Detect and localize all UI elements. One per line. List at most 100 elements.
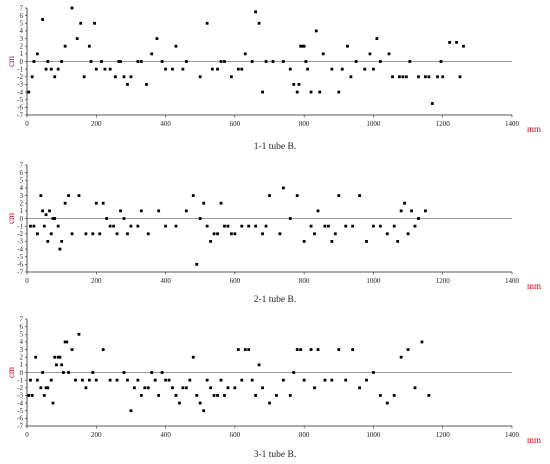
data-point xyxy=(417,75,420,79)
data-point xyxy=(378,60,382,63)
data-point xyxy=(129,75,133,79)
y-tick-label: -5 xyxy=(17,407,23,415)
data-point xyxy=(150,52,154,56)
x-tick-label: 1400 xyxy=(505,277,520,285)
data-point xyxy=(58,247,62,251)
data-point xyxy=(143,386,147,390)
data-point xyxy=(427,75,431,79)
x-tick-label: 0 xyxy=(25,431,29,439)
x-tick-label: 1000 xyxy=(366,431,381,439)
data-point xyxy=(281,60,285,63)
data-point xyxy=(191,194,195,197)
x-axis-label: mm xyxy=(527,281,541,291)
y-tick-label: -5 xyxy=(17,253,23,261)
data-point xyxy=(87,44,91,48)
x-tick-label: 600 xyxy=(230,277,241,285)
data-point xyxy=(49,378,53,382)
data-point xyxy=(30,75,34,79)
data-point xyxy=(46,60,50,63)
data-point xyxy=(288,67,292,71)
data-point xyxy=(42,224,46,228)
x-tick-label: 800 xyxy=(299,277,310,285)
data-point xyxy=(155,37,159,40)
y-tick-label: 5 xyxy=(20,177,24,185)
x-axis-label: mm xyxy=(527,435,541,445)
data-point xyxy=(250,378,254,382)
data-point xyxy=(139,60,143,63)
data-point xyxy=(281,186,285,190)
y-tick-label: -1 xyxy=(17,222,23,230)
data-point xyxy=(195,394,199,397)
data-point xyxy=(184,60,188,63)
data-point xyxy=(60,240,64,243)
data-point xyxy=(349,75,353,79)
data-point xyxy=(87,378,91,382)
data-point xyxy=(288,217,292,220)
data-point xyxy=(254,224,258,228)
data-point xyxy=(98,232,102,236)
data-point xyxy=(257,21,261,25)
data-point xyxy=(337,194,341,197)
data-point xyxy=(306,67,310,71)
data-point xyxy=(35,378,39,382)
x-tick-label: 800 xyxy=(299,431,310,439)
y-tick-label: 6 xyxy=(20,323,24,331)
data-point xyxy=(233,386,237,390)
data-point xyxy=(53,217,57,220)
data-point xyxy=(346,44,349,48)
data-point xyxy=(219,60,223,63)
data-point xyxy=(250,60,254,63)
data-point xyxy=(153,378,157,382)
data-point xyxy=(191,355,195,359)
data-point xyxy=(295,194,299,197)
data-point xyxy=(236,348,240,351)
x-tick-label: 0 xyxy=(25,277,29,285)
data-point xyxy=(372,224,375,228)
data-point xyxy=(299,348,303,351)
data-point xyxy=(219,378,223,382)
data-point xyxy=(94,67,98,71)
data-point xyxy=(261,232,264,236)
data-point xyxy=(304,60,308,63)
x-tick-label: 1400 xyxy=(505,431,520,439)
y-tick-label: 2 xyxy=(20,43,24,51)
data-point xyxy=(89,60,93,63)
data-point xyxy=(392,224,396,228)
y-tick-label: 1 xyxy=(20,50,24,58)
data-point xyxy=(46,386,50,390)
data-point xyxy=(316,348,320,351)
x-tick-label: 600 xyxy=(230,120,241,128)
data-point xyxy=(205,378,209,382)
data-point xyxy=(354,60,358,63)
data-point xyxy=(84,386,88,390)
data-point xyxy=(105,217,109,220)
data-point xyxy=(167,378,171,382)
data-point xyxy=(184,386,188,390)
y-tick-label: 7 xyxy=(20,4,24,12)
data-point xyxy=(65,340,69,344)
data-point xyxy=(396,240,400,243)
data-point xyxy=(70,232,74,236)
data-point xyxy=(126,232,129,236)
data-point xyxy=(70,6,74,10)
data-point xyxy=(55,363,58,367)
data-point xyxy=(39,386,43,390)
data-point xyxy=(385,232,389,236)
data-point xyxy=(108,67,112,71)
data-point xyxy=(32,224,36,228)
data-point xyxy=(27,90,31,94)
data-point xyxy=(271,60,275,63)
data-point xyxy=(181,67,185,71)
data-point xyxy=(455,40,458,44)
data-point xyxy=(323,378,327,382)
data-point xyxy=(42,394,46,397)
data-point xyxy=(413,224,417,228)
y-tick-label: -6 xyxy=(17,261,23,269)
y-axis-label: cm xyxy=(6,56,16,67)
data-point xyxy=(205,224,209,228)
data-point xyxy=(398,75,401,79)
data-point xyxy=(254,10,258,14)
data-point xyxy=(423,209,427,213)
